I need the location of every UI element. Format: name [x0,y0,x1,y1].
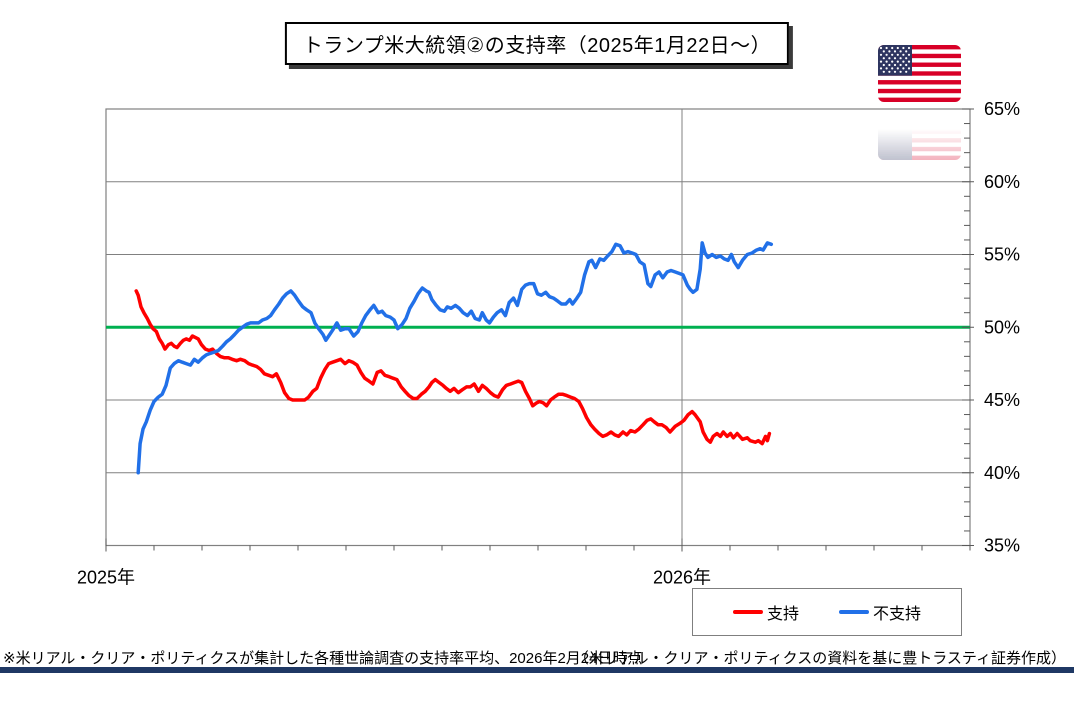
legend-label-disapprove: 不支持 [873,606,922,623]
footer-note-left: ※米リアル・クリア・ポリティクスが集計した各種世論調査の支持率平均、2026年2… [3,650,643,667]
disapprove-line [136,241,774,475]
y-axis-label: 40% [984,463,1020,483]
x-axis-label: 2026年 [653,568,711,588]
y-axis-label: 50% [984,317,1020,337]
x-axis-label: 2025年 [77,568,135,588]
chart-title: トランプ米大統領②の支持率（2025年1月22日～） [302,35,772,57]
y-axis-label: 60% [984,172,1020,192]
y-axis-label: 55% [984,245,1020,265]
flag-stars [879,46,911,73]
legend-label-approve: 支持 [766,606,799,623]
footer-note-right: （米リアル・クリア・ポリティクスの資料を基に豊トラスティ証券作成） [573,650,1066,667]
y-axis-label: 35% [984,536,1020,556]
legend: 支持 不支持 [692,588,962,636]
legend-item-disapprove: 不支持 [839,600,921,624]
approve-line [134,289,772,446]
y-axis-label: 65% [984,99,1020,119]
legend-item-approve: 支持 [732,600,799,624]
disapprove-line-swatch [839,610,869,614]
chart-title-box: トランプ米大統領②の支持率（2025年1月22日～） [284,22,790,65]
bottom-bar [0,667,1074,673]
y-axis-label: 45% [984,390,1020,410]
flag-reflection [878,103,961,160]
us-flag [878,45,961,165]
us-flag-icon [878,45,961,102]
approve-line-swatch [732,610,763,614]
